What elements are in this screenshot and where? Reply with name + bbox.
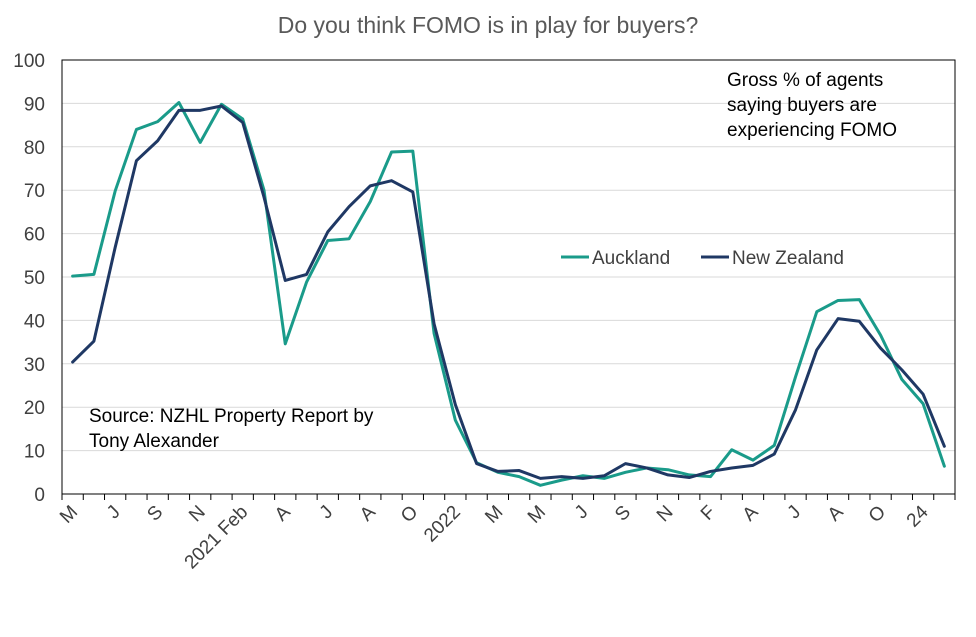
annotation-source: Source: NZHL Property Report by Tony Ale… <box>89 406 374 452</box>
y-tick-label-0: 0 <box>34 485 45 506</box>
y-axis-tick-labels: 0 10 20 30 40 50 60 70 80 90 100 <box>13 51 45 506</box>
x-tick-label-8: O <box>397 502 422 527</box>
legend-label-new-zealand: New Zealand <box>732 248 844 269</box>
x-tick-label-0: M <box>56 502 82 528</box>
series-line-auckland <box>71 101 946 487</box>
x-tick-label-5: A <box>271 501 295 525</box>
x-tick-label-2: S <box>143 502 167 526</box>
chart-title: Do you think FOMO is in play for buyers? <box>278 12 699 38</box>
y-tick-label-3: 30 <box>24 355 45 376</box>
y-tick-label-5: 50 <box>24 268 45 289</box>
gridlines <box>62 102 955 452</box>
legend-label-auckland: Auckland <box>592 248 670 269</box>
series-layer <box>71 101 946 487</box>
x-tick-label-6: J <box>316 502 338 524</box>
y-tick-label-7: 70 <box>24 181 45 202</box>
y-tick-label-6: 60 <box>24 225 45 246</box>
x-tick-label-17: J <box>784 502 806 524</box>
x-tick-label-11: M <box>524 502 550 528</box>
y-tick-label-10: 100 <box>13 51 45 72</box>
series-line-new-zealand <box>71 104 946 480</box>
x-tick-label-12: J <box>571 502 593 524</box>
x-tick-label-18: A <box>824 501 848 525</box>
x-tick-label-14: N <box>653 502 678 527</box>
x-tick-label-10: M <box>481 502 507 528</box>
x-tick-label-1: J <box>103 502 125 524</box>
x-tick-label-7: A <box>356 501 380 525</box>
x-tick-label-20: 24 <box>903 501 933 531</box>
annotation-gross-line-1: Gross % of agents <box>727 70 883 91</box>
x-tick-label-3: N <box>185 502 210 527</box>
y-tick-label-8: 80 <box>24 138 45 159</box>
annotation-source-line-1: Source: NZHL Property Report by <box>89 406 374 427</box>
x-tick-label-13: S <box>611 502 635 526</box>
annotation-gross: Gross % of agents saying buyers are expe… <box>727 70 897 141</box>
x-tick-label-16: A <box>739 501 763 525</box>
x-tick-label-9: 2022 <box>420 502 465 547</box>
annotation-source-line-2: Tony Alexander <box>89 431 220 452</box>
x-tick-label-15: F <box>697 502 720 525</box>
y-tick-label-9: 90 <box>24 94 45 115</box>
annotation-gross-line-3: experiencing FOMO <box>727 120 897 141</box>
y-tick-label-4: 40 <box>24 311 45 332</box>
annotation-gross-line-2: saying buyers are <box>727 95 877 116</box>
y-tick-label-2: 20 <box>24 398 45 419</box>
x-tick-label-19: O <box>865 502 890 527</box>
x-axis-tick-marks <box>61 494 956 500</box>
y-tick-label-1: 10 <box>24 442 45 463</box>
legend: Auckland New Zealand <box>561 248 844 269</box>
